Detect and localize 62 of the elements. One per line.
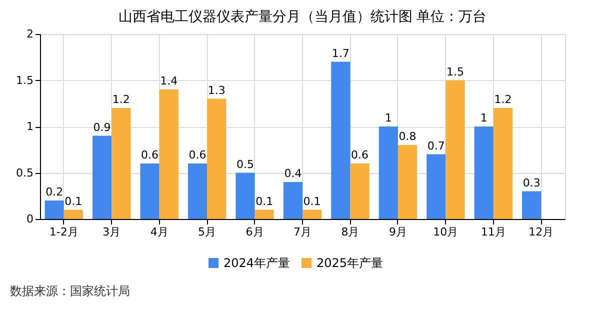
bar: [378, 126, 398, 219]
bar: [398, 145, 418, 219]
x-tick-label: 3月: [102, 226, 121, 238]
legend-label: 2025年产量: [316, 256, 384, 270]
data-label: 0.2: [46, 186, 64, 198]
data-label: 0.5: [236, 158, 254, 171]
bar: [44, 200, 64, 219]
y-tick-label: 2: [26, 28, 34, 40]
y-tick-label: 1.5: [16, 74, 34, 87]
bar: [236, 172, 255, 219]
data-label: 1.3: [208, 84, 226, 97]
bar: [446, 80, 465, 219]
bar: [112, 108, 131, 219]
data-label: 1.4: [160, 74, 178, 88]
data-label: 1: [480, 112, 488, 124]
bar: [474, 126, 494, 219]
x-tick-label: 9月: [388, 226, 407, 238]
x-tick-label: 11月: [480, 226, 506, 238]
bar: [92, 136, 112, 219]
bar: [159, 90, 178, 219]
x-tick-label: 6月: [246, 226, 264, 238]
bar: [254, 210, 274, 219]
bar: [302, 210, 322, 219]
data-label: 1.5: [446, 65, 464, 78]
y-tick-label: 1: [26, 120, 34, 133]
y-tick-label: 0.5: [16, 166, 34, 180]
data-label: 1.7: [332, 46, 350, 60]
data-label: 0.1: [303, 194, 321, 208]
bar: [331, 62, 350, 219]
x-tick-label: 1-2月: [49, 226, 78, 238]
source-note: 数据来源：国家统计局: [10, 284, 130, 298]
data-label: 0.8: [398, 130, 416, 143]
data-label: 0.1: [64, 194, 82, 208]
data-label: 0.1: [256, 194, 274, 208]
bar: [283, 182, 302, 219]
bar: [207, 98, 226, 219]
data-label: 0.6: [351, 148, 369, 162]
bar: [140, 164, 160, 219]
bar: [350, 164, 370, 219]
y-tick-label: 0: [26, 212, 34, 226]
data-label: 0.4: [284, 167, 302, 180]
data-label: 1.2: [494, 93, 512, 106]
x-tick-label: 10月: [433, 226, 458, 238]
chart-title: 山西省电工仪器仪表产量分月（当月值）统计图 单位：万台: [118, 9, 487, 25]
bar: [522, 191, 542, 219]
data-label: 1.2: [112, 93, 130, 106]
data-label: 0.9: [93, 120, 111, 134]
data-label: 1: [384, 112, 392, 124]
legend-label: 2024年产量: [224, 256, 290, 270]
bar: [188, 164, 208, 219]
x-tick-label: 12月: [528, 226, 554, 238]
bar: [64, 210, 83, 219]
data-label: 0.6: [141, 148, 159, 162]
bar: [493, 108, 512, 219]
x-tick-label: 7月: [294, 226, 312, 238]
data-label: 0.6: [188, 148, 206, 162]
x-tick-label: 5月: [198, 226, 216, 238]
data-label: 0.7: [427, 139, 445, 152]
bar: [426, 154, 446, 219]
x-tick-label: 8月: [341, 226, 360, 238]
data-label: 0.3: [522, 176, 540, 190]
x-tick-label: 4月: [150, 226, 168, 238]
